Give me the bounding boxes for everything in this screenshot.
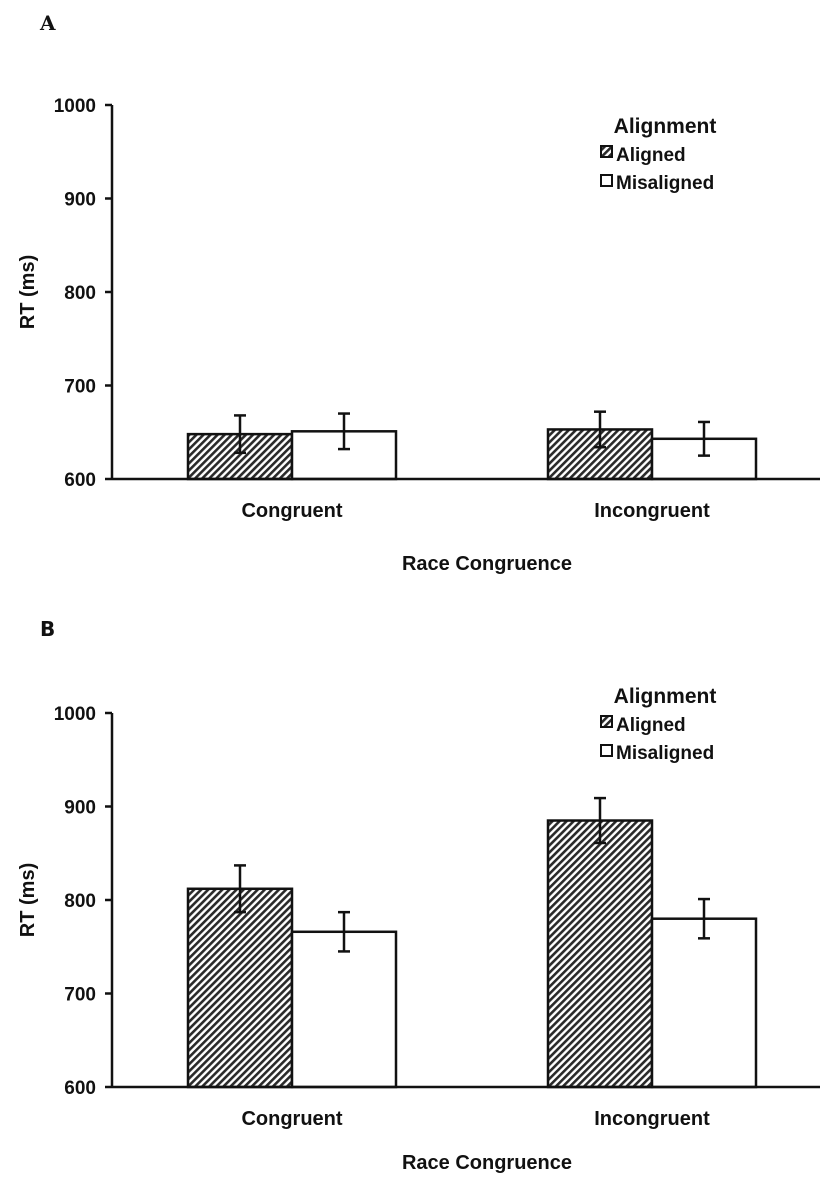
error-bar-aligned-congruent-b xyxy=(234,864,246,914)
y-tick-label-600-a: 600 xyxy=(64,470,96,491)
legend-b: Alignment Aligned Misaligned xyxy=(600,685,717,764)
x-axis-title-a: Race Congruence xyxy=(402,553,572,575)
plot-area-b: Congruent Incongruent 600 700 800 900 1000 xyxy=(54,704,820,1130)
legend-a: Alignment Aligned Misaligned xyxy=(600,115,717,194)
bar-aligned-congruent-b xyxy=(186,887,294,1089)
error-bar-misaligned-incongruent-a xyxy=(698,420,710,457)
error-bar-aligned-incongruent-a xyxy=(594,410,606,449)
x-tick-label-incongruent-a: Incongruent xyxy=(594,500,710,522)
y-tick-label-800-a: 800 xyxy=(64,283,96,304)
legend-swatch-aligned-b xyxy=(600,715,613,728)
bar-misaligned-congruent-b xyxy=(290,930,398,1089)
y-tick-label-1000-a: 1000 xyxy=(54,96,96,117)
bar-aligned-incongruent-b xyxy=(546,819,654,1089)
x-axis-title-b: Race Congruence xyxy=(402,1152,572,1174)
panel-b: B Congruent Incongruent 600 700 800 900 1000 R… xyxy=(17,617,820,1174)
legend-label-aligned-a: Aligned xyxy=(616,145,686,166)
y-axis-title-b: RT (ms) xyxy=(17,863,39,937)
y-axis-title-a: RT (ms) xyxy=(17,255,39,329)
legend-title-a: Alignment xyxy=(614,115,717,138)
error-bar-aligned-incongruent-b xyxy=(594,796,606,845)
error-bar-misaligned-congruent-b xyxy=(338,910,350,953)
legend-label-misaligned-a: Misaligned xyxy=(616,173,714,194)
panel-label-b: B xyxy=(40,617,55,641)
legend-swatch-aligned-a xyxy=(600,145,613,158)
error-bar-misaligned-congruent-a xyxy=(338,412,350,451)
legend-title-b: Alignment xyxy=(614,685,717,708)
legend-label-aligned-b: Aligned xyxy=(616,715,686,736)
y-tick-label-600-b: 600 xyxy=(64,1078,96,1099)
y-tick-label-900-b: 900 xyxy=(64,798,96,819)
y-tick-label-900-a: 900 xyxy=(64,190,96,211)
y-tick-label-1000-b: 1000 xyxy=(54,704,96,725)
y-tick-label-700-b: 700 xyxy=(64,985,96,1006)
x-tick-label-congruent-a: Congruent xyxy=(241,500,342,522)
legend-swatch-misaligned-b xyxy=(600,744,613,757)
x-tick-label-congruent-b: Congruent xyxy=(241,1108,342,1130)
panel-a: A Congruent Incongruent 600 700 800 900 1000 R… xyxy=(17,11,820,575)
y-tick-label-800-b: 800 xyxy=(64,891,96,912)
legend-label-misaligned-b: Misaligned xyxy=(616,743,714,764)
legend-swatch-misaligned-a xyxy=(600,174,613,187)
y-tick-label-700-a: 700 xyxy=(64,377,96,398)
panel-label-a: A xyxy=(39,11,56,35)
error-bar-misaligned-incongruent-b xyxy=(698,897,710,940)
error-bar-aligned-congruent-a xyxy=(234,414,246,455)
x-tick-label-incongruent-b: Incongruent xyxy=(594,1108,710,1130)
plot-area-a: Congruent Incongruent 600 700 800 900 1000 xyxy=(54,96,820,522)
bar-misaligned-incongruent-b xyxy=(650,917,758,1089)
